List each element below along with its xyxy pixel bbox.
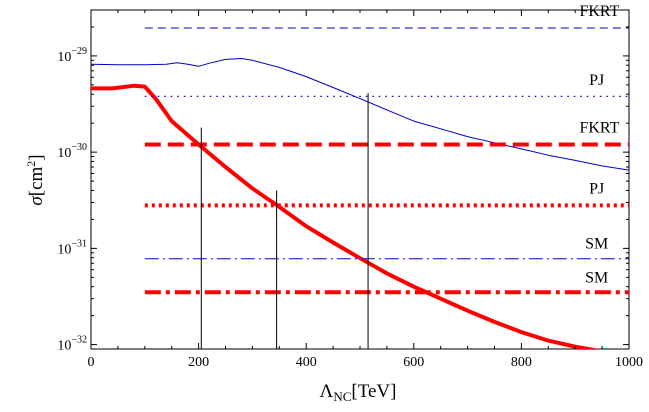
y-tick-label: 10−29 bbox=[57, 46, 87, 65]
x-tick-label: 200 bbox=[188, 355, 209, 370]
series-layer bbox=[91, 58, 629, 349]
x-tick-label: 600 bbox=[403, 355, 424, 370]
x-tick-label: 1000 bbox=[615, 355, 643, 370]
reference-line-label-5: SM bbox=[585, 235, 608, 252]
y-tick-label: 10−31 bbox=[57, 238, 87, 257]
y-axis-title: σ[cm2] bbox=[24, 154, 47, 205]
reference-lines-layer bbox=[144, 27, 629, 295]
reference-line-label-3: FKRT bbox=[579, 119, 619, 136]
y-tick-label: 10−30 bbox=[57, 142, 87, 161]
reference-line-label-1: FKRT bbox=[579, 3, 619, 20]
y-tick-label: 10−32 bbox=[57, 335, 87, 354]
series-line-1 bbox=[91, 58, 629, 171]
series-line-2 bbox=[91, 83, 600, 349]
reference-line-label-4: PJ bbox=[589, 181, 604, 198]
x-tick-label: 800 bbox=[511, 355, 532, 370]
reference-line-label-6: SM bbox=[585, 270, 608, 287]
plot-frame bbox=[90, 9, 630, 350]
ticks-layer: 0 200 400 600 800 1000 10−29 10−30 10−31 10−32 bbox=[57, 9, 643, 370]
reference-line-label-2: PJ bbox=[589, 72, 604, 89]
x-tick-label: 400 bbox=[296, 355, 317, 370]
annotations-layer: FKRT PJ FKRT PJ SM SM bbox=[579, 3, 619, 287]
x-axis-title: ΛNC[TeV] bbox=[320, 381, 397, 404]
x-tick-label: 0 bbox=[88, 355, 95, 370]
vertical-markers-layer bbox=[200, 93, 369, 349]
